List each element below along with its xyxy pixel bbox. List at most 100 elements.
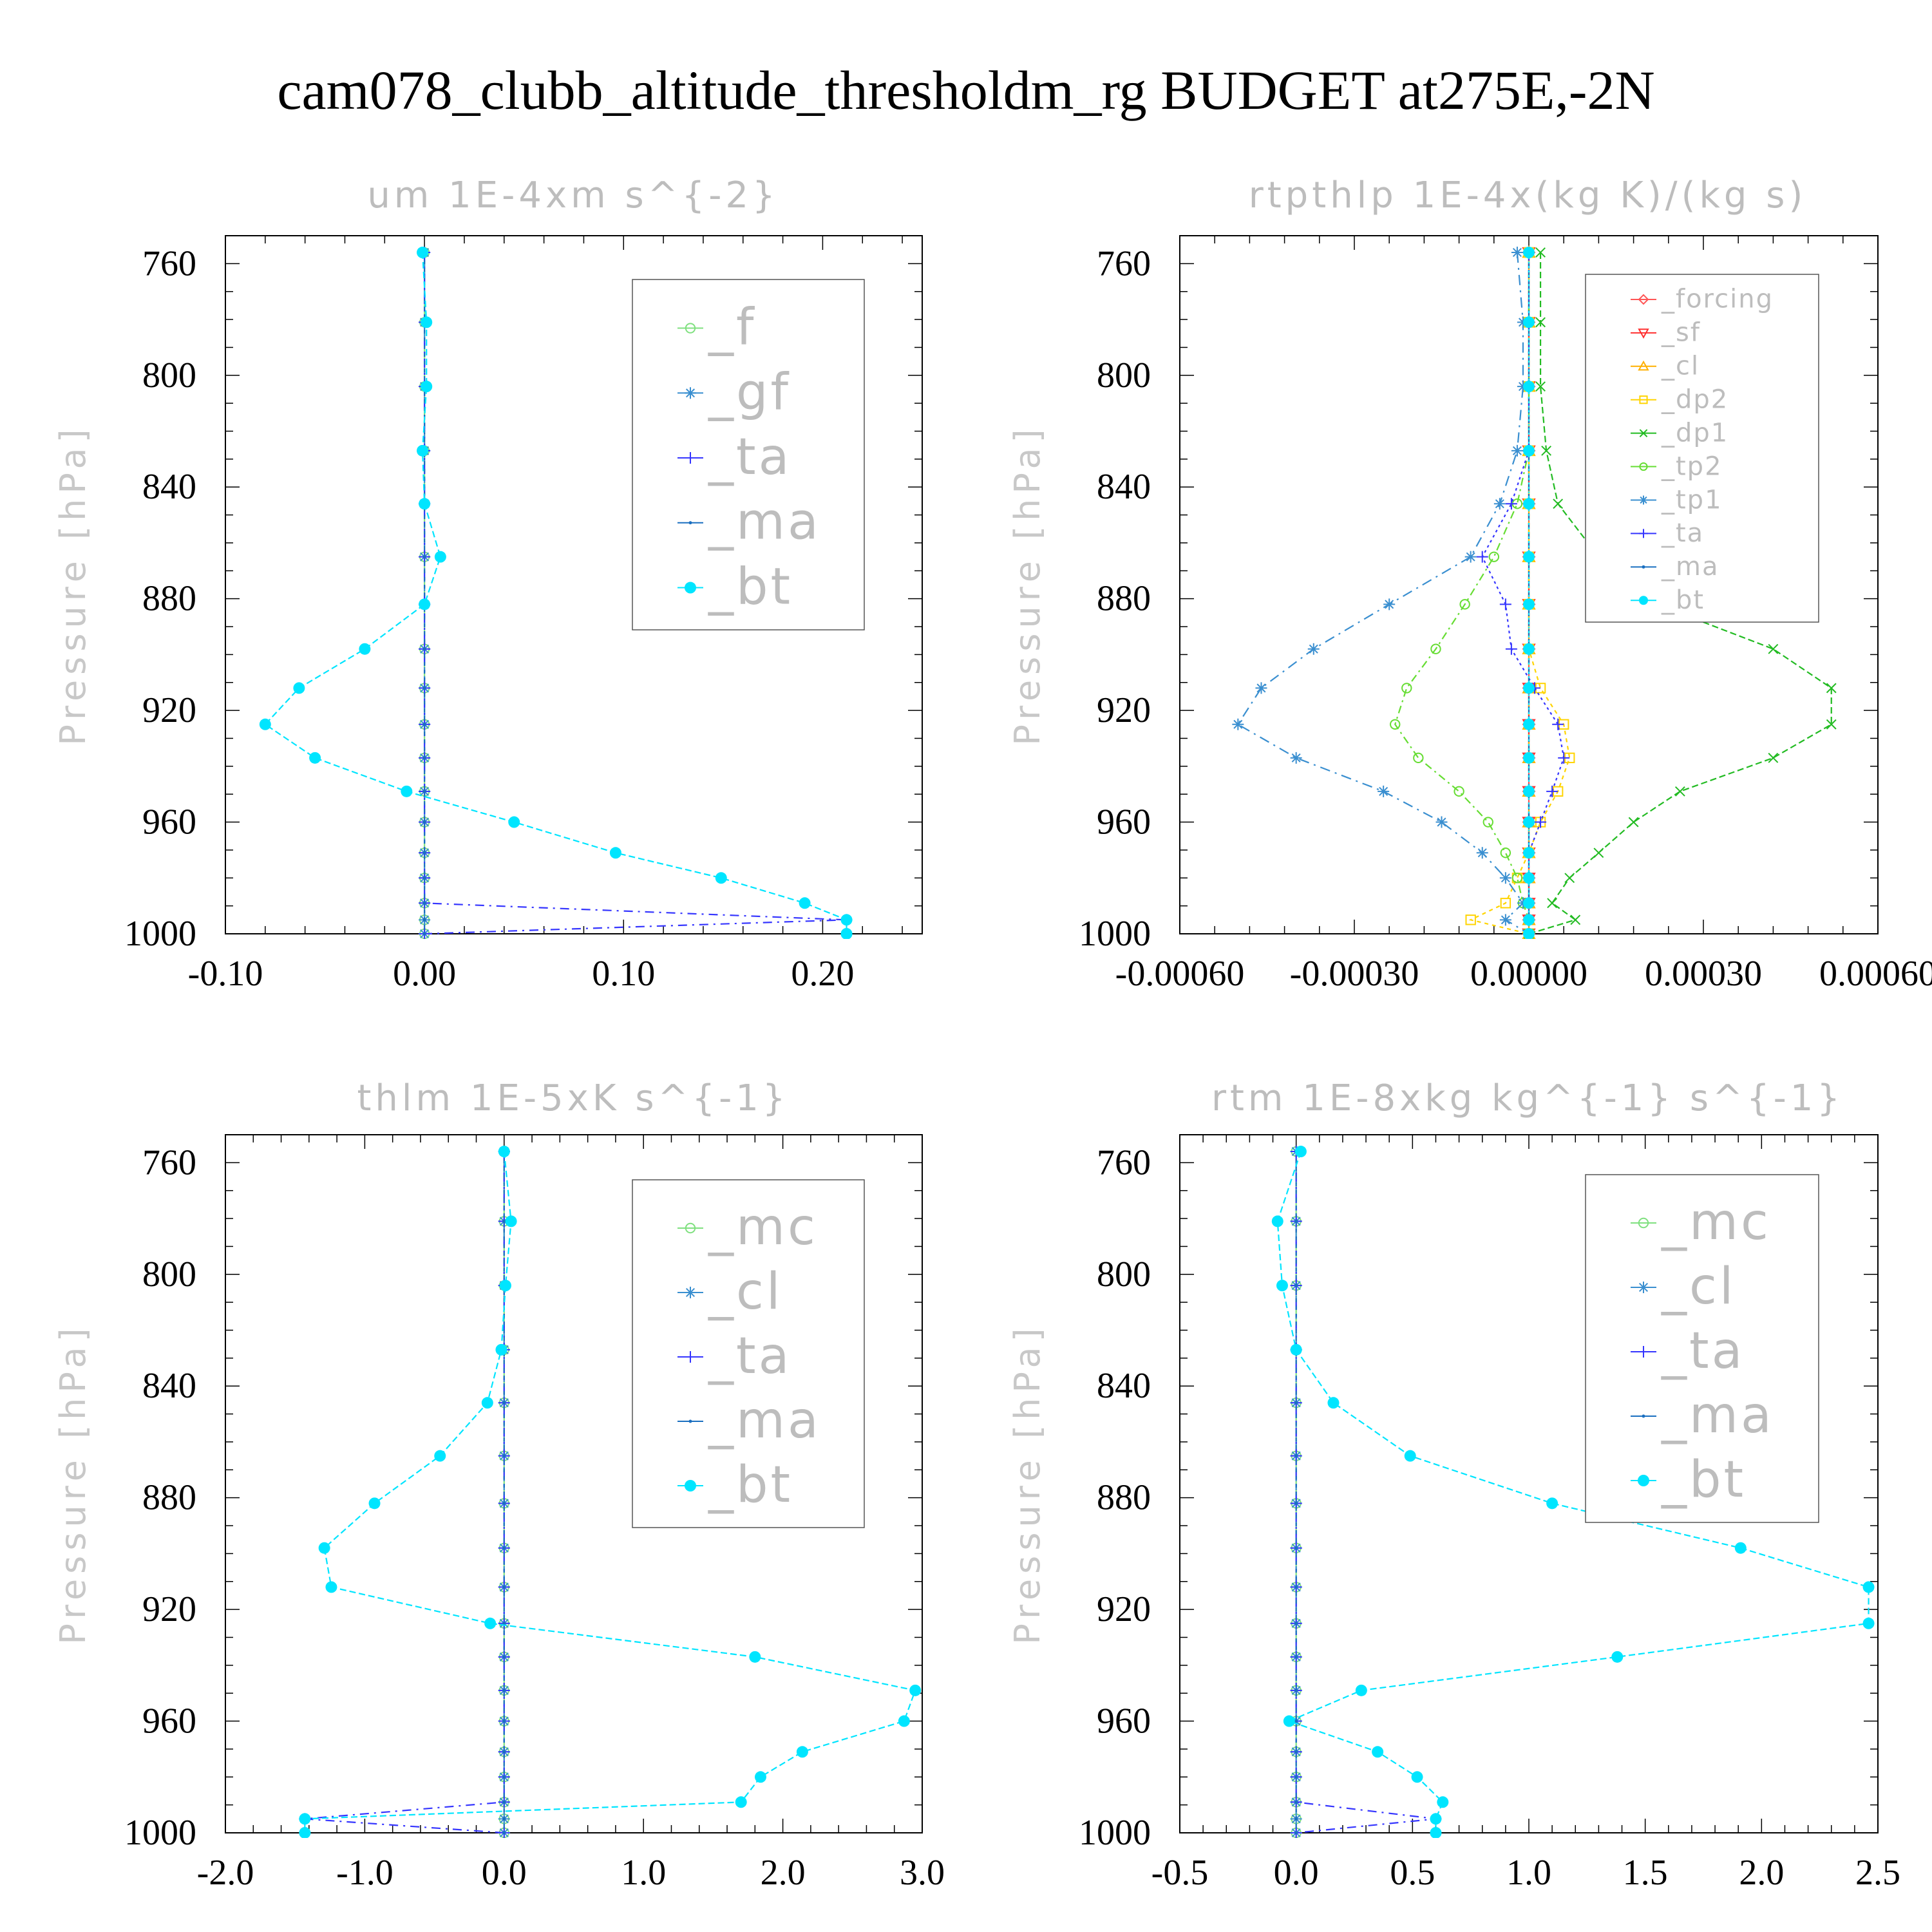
- data-point: [1768, 752, 1779, 763]
- data-point: [1523, 316, 1535, 328]
- y-tick-label: 840: [1097, 1366, 1151, 1406]
- data-point: [422, 555, 426, 559]
- data-point: [1523, 682, 1535, 694]
- data-point: [1476, 847, 1488, 859]
- y-axis-label: Pressure [hPa]: [53, 424, 93, 745]
- series-bt: [299, 1146, 922, 1838]
- y-tick-label: 880: [142, 1478, 196, 1518]
- data-point: [1437, 1796, 1449, 1808]
- data-point: [1411, 1771, 1423, 1783]
- data-point: [502, 1655, 506, 1659]
- data-point: [1628, 817, 1639, 828]
- legend-label: _mc: [1661, 1193, 1771, 1251]
- y-tick-label: 1000: [124, 1813, 196, 1853]
- data-point: [1499, 914, 1511, 926]
- data-point: [1558, 752, 1570, 764]
- data-point: [1552, 718, 1564, 730]
- data-point: [502, 1454, 506, 1458]
- data-point: [1564, 873, 1575, 884]
- legend-item-bt: _bt: [1631, 585, 1703, 615]
- data-point: [422, 756, 426, 760]
- y-tick-label: 1000: [124, 914, 196, 954]
- data-point: [1401, 683, 1412, 694]
- legend-item-ta: _ta: [677, 1327, 789, 1385]
- data-point: [1454, 786, 1464, 797]
- data-point: [1294, 1501, 1298, 1505]
- data-point: [1294, 1655, 1298, 1659]
- page-title: cam078_clubb_altitude_thresholdm_rg BUDG…: [277, 59, 1655, 121]
- data-point: [502, 1719, 506, 1723]
- data-point: [434, 551, 446, 563]
- x-tick-label: -0.00030: [1290, 954, 1419, 994]
- data-point: [1465, 914, 1476, 925]
- y-tick-label: 880: [142, 579, 196, 619]
- data-point: [1505, 498, 1517, 510]
- data-point: [502, 1546, 506, 1550]
- data-point: [259, 718, 271, 730]
- data-point: [1232, 718, 1244, 730]
- chart-panel-3: 760 800 840 880 920 960 1000-2.0 -1.0 0.0 1.0 2.0 3…: [53, 1077, 945, 1893]
- data-point: [502, 1831, 506, 1835]
- data-point: [422, 647, 426, 651]
- series-line: [424, 252, 847, 935]
- data-point: [1435, 816, 1448, 828]
- data-point: [1862, 1581, 1875, 1593]
- data-point: [1294, 1622, 1298, 1625]
- data-point: [1511, 247, 1523, 259]
- y-tick-label: 960: [142, 1701, 196, 1741]
- data-point: [1523, 928, 1535, 939]
- series-ma: [502, 1150, 506, 1835]
- legend-item-cl: _cl: [1631, 1258, 1734, 1316]
- y-tick-label: 920: [1097, 1589, 1151, 1629]
- data-point: [1734, 1542, 1747, 1554]
- y-tick-label: 960: [1097, 802, 1151, 842]
- data-point: [749, 1651, 761, 1663]
- data-point: [1482, 817, 1493, 828]
- data-point: [502, 1689, 506, 1692]
- legend-item-ta: _ta: [1631, 518, 1704, 548]
- y-axis-label: Pressure [hPa]: [53, 1323, 93, 1644]
- data-point: [1383, 598, 1396, 611]
- data-point: [1488, 551, 1500, 562]
- data-point: [1294, 1585, 1298, 1589]
- data-point: [1294, 1817, 1298, 1821]
- series-line: [305, 1151, 505, 1834]
- data-point: [1523, 643, 1535, 655]
- data-point: [898, 1715, 910, 1727]
- legend-item-gf: _gf: [677, 363, 788, 421]
- chart-panel-1: 760 800 840 880 920 960 1000-0.10 0.00 0.10 0.20 u…: [53, 175, 923, 994]
- data-point: [1535, 247, 1546, 258]
- x-tick-label: 0.00060: [1819, 954, 1932, 994]
- data-point: [1255, 682, 1267, 694]
- legend-item-cl: _cl: [1631, 352, 1698, 381]
- data-point: [1294, 1219, 1298, 1223]
- x-tick-label: 1.5: [1623, 1853, 1668, 1893]
- x-tick-label: 2.0: [761, 1853, 806, 1893]
- data-point: [368, 1497, 381, 1510]
- data-point: [609, 847, 621, 859]
- data-point: [1674, 786, 1685, 797]
- y-tick-label: 920: [142, 1589, 196, 1629]
- x-tick-label: 0.20: [791, 954, 854, 994]
- x-tick-label: 0.0: [482, 1853, 527, 1893]
- data-point: [1523, 498, 1535, 510]
- legend-label: _ta: [1661, 518, 1704, 548]
- legend-item-ma: _ma: [677, 493, 821, 551]
- series-line: [1236, 252, 1530, 934]
- data-point: [1523, 752, 1535, 764]
- data-point: [422, 820, 426, 824]
- data-point: [735, 1796, 747, 1808]
- x-tick-label: 0.10: [592, 954, 655, 994]
- y-tick-label: 920: [1097, 690, 1151, 730]
- data-point: [484, 1617, 497, 1629]
- data-point: [1294, 1146, 1307, 1158]
- data-point: [1430, 643, 1441, 654]
- series-bt: [1523, 247, 1535, 939]
- data-point: [1283, 1715, 1295, 1727]
- data-point: [498, 1146, 510, 1158]
- legend-item-bt: _bt: [677, 1456, 790, 1514]
- data-point: [1404, 1450, 1416, 1462]
- data-point: [417, 444, 429, 457]
- legend-label: _ma: [708, 493, 821, 551]
- y-tick-label: 800: [142, 1255, 196, 1294]
